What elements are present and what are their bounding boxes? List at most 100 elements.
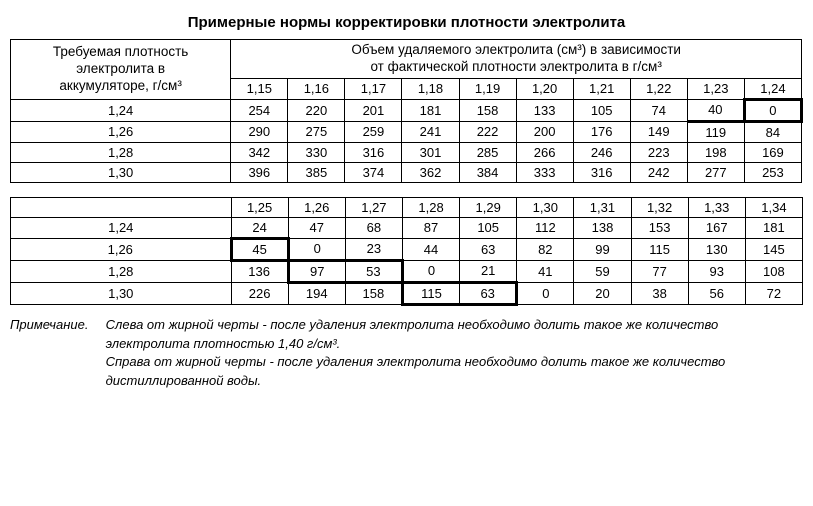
row-label: 1,26 (11, 238, 232, 260)
cell: 0 (402, 260, 459, 282)
table-row: 1,28 136 97 53 0 21 41 59 77 93 108 (11, 260, 803, 282)
cell: 68 (345, 217, 402, 238)
header-right-l2: от фактической плотности электролита в г… (370, 59, 661, 74)
col-header: 1,15 (231, 78, 288, 99)
cell: 77 (631, 260, 688, 282)
cell: 259 (345, 121, 402, 142)
cell: 181 (745, 217, 802, 238)
table-gap (10, 183, 803, 197)
cell: 40 (687, 99, 744, 121)
table-row: 1,26 45 0 23 44 63 82 99 115 130 145 (11, 238, 803, 260)
cell: 133 (516, 99, 573, 121)
table-row: 1,30 396 385 374 362 384 333 316 242 277… (11, 162, 802, 182)
cell: 194 (288, 282, 345, 304)
col-header: 1,34 (745, 197, 802, 217)
cell: 266 (516, 142, 573, 162)
cell: 222 (459, 121, 516, 142)
row-label: 1,30 (11, 282, 232, 304)
header-left-l1: Требуемая плотность (53, 44, 188, 59)
col-header: 1,29 (460, 197, 517, 217)
cell: 0 (744, 99, 801, 121)
cell: 176 (573, 121, 630, 142)
cell: 290 (231, 121, 288, 142)
cell: 108 (745, 260, 802, 282)
row-label: 1,24 (11, 99, 231, 121)
cell: 316 (573, 162, 630, 182)
cell: 105 (573, 99, 630, 121)
density-table-bottom: 1,25 1,26 1,27 1,28 1,29 1,30 1,31 1,32 … (10, 197, 803, 306)
col-header: 1,25 (231, 197, 288, 217)
table-row: 1,24 24 47 68 87 105 112 138 153 167 181 (11, 217, 803, 238)
cell: 342 (231, 142, 288, 162)
row-label: 1,26 (11, 121, 231, 142)
cell: 149 (630, 121, 687, 142)
cell: 45 (231, 238, 288, 260)
cell: 24 (231, 217, 288, 238)
col-header: 1,20 (516, 78, 573, 99)
cell: 23 (345, 238, 402, 260)
col-header: 1,26 (288, 197, 345, 217)
row-label: 1,30 (11, 162, 231, 182)
cell: 220 (288, 99, 345, 121)
col-header: 1,28 (402, 197, 459, 217)
col-header: 1,32 (631, 197, 688, 217)
row-label: 1,24 (11, 217, 232, 238)
col-header: 1,30 (517, 197, 574, 217)
cell: 136 (231, 260, 288, 282)
cell: 301 (402, 142, 459, 162)
cell: 119 (687, 121, 744, 142)
cell: 56 (688, 282, 745, 304)
header-right-l1: Объем удаляемого электролита (см³) в зав… (351, 42, 681, 57)
col-header: 1,22 (630, 78, 687, 99)
cell: 275 (288, 121, 345, 142)
cell: 330 (288, 142, 345, 162)
cell: 198 (687, 142, 744, 162)
density-table-top: Требуемая плотность электролита в аккуму… (10, 39, 803, 183)
cell: 226 (231, 282, 288, 304)
table-col-header-row: 1,25 1,26 1,27 1,28 1,29 1,30 1,31 1,32 … (11, 197, 803, 217)
cell: 385 (288, 162, 345, 182)
note-body: Слева от жирной черты - после удаления э… (106, 316, 796, 391)
cell: 105 (460, 217, 517, 238)
cell: 169 (744, 142, 801, 162)
cell: 158 (345, 282, 402, 304)
cell: 84 (744, 121, 801, 142)
cell: 115 (402, 282, 459, 304)
note-p2: Справа от жирной черты - после удаления … (106, 354, 726, 388)
cell: 374 (345, 162, 402, 182)
note-block: Примечание. Слева от жирной черты - посл… (10, 316, 803, 391)
cell: 47 (288, 217, 345, 238)
cell: 223 (630, 142, 687, 162)
col-header: 1,24 (744, 78, 801, 99)
cell: 254 (231, 99, 288, 121)
table-row: 1,28 342 330 316 301 285 266 246 223 198… (11, 142, 802, 162)
row-label: 1,28 (11, 142, 231, 162)
note-p1: Слева от жирной черты - после удаления э… (106, 317, 719, 351)
cell: 44 (402, 238, 459, 260)
cell: 112 (517, 217, 574, 238)
cell: 20 (574, 282, 631, 304)
col-header: 1,16 (288, 78, 345, 99)
cell: 181 (402, 99, 459, 121)
col-header: 1,19 (459, 78, 516, 99)
page-title: Примерные нормы корректировки плотности … (10, 14, 803, 31)
col-header: 1,33 (688, 197, 745, 217)
cell: 253 (744, 162, 801, 182)
cell: 333 (516, 162, 573, 182)
col-header: 1,23 (687, 78, 744, 99)
col-header: 1,17 (345, 78, 402, 99)
cell: 153 (631, 217, 688, 238)
cell: 167 (688, 217, 745, 238)
cell: 241 (402, 121, 459, 142)
table-row: 1,24 254 220 201 181 158 133 105 74 40 0 (11, 99, 802, 121)
cell: 242 (630, 162, 687, 182)
header-left-l3: аккумуляторе, г/см³ (59, 78, 181, 93)
col-header: 1,18 (402, 78, 459, 99)
row-label: 1,28 (11, 260, 232, 282)
cell: 41 (517, 260, 574, 282)
blank-header (11, 197, 232, 217)
cell: 115 (631, 238, 688, 260)
cell: 200 (516, 121, 573, 142)
header-left: Требуемая плотность электролита в аккуму… (11, 40, 231, 100)
cell: 82 (517, 238, 574, 260)
